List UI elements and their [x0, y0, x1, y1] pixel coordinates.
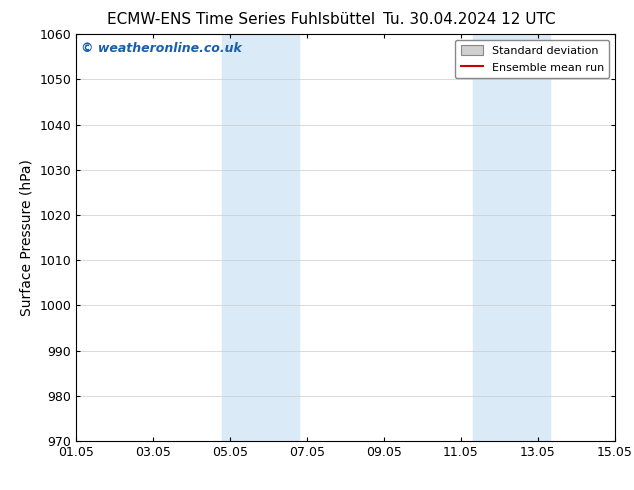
- Bar: [472, 34, 550, 441]
- Legend: Standard deviation, Ensemble mean run: Standard deviation, Ensemble mean run: [455, 40, 609, 78]
- Y-axis label: Surface Pressure (hPa): Surface Pressure (hPa): [20, 159, 34, 316]
- Text: Tu. 30.04.2024 12 UTC: Tu. 30.04.2024 12 UTC: [383, 12, 555, 27]
- Bar: [223, 34, 299, 441]
- Text: ECMW-ENS Time Series Fuhlsbüttel: ECMW-ENS Time Series Fuhlsbüttel: [107, 12, 375, 27]
- Text: © weatheronline.co.uk: © weatheronline.co.uk: [81, 43, 242, 55]
